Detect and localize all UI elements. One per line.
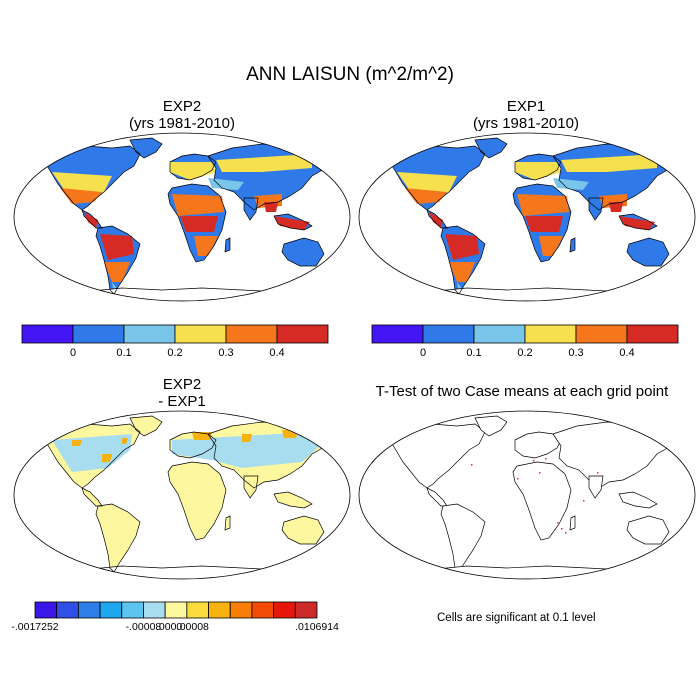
colorbar-box — [225, 324, 278, 344]
colorbar-box — [72, 324, 125, 344]
panel-title-ttest: T-Test of two Case means at each grid po… — [375, 383, 669, 400]
exp1-globe-border — [358, 132, 696, 302]
significant-cell — [545, 458, 547, 460]
colorbar-exp1-labels: 0 0.1 0.2 0.3 0.4 — [372, 347, 678, 361]
diff-title: EXP2 — [162, 376, 202, 393]
colorbar-box — [174, 324, 227, 344]
ttest-coastlines — [388, 415, 678, 579]
colorbar-tick-label: -.00008 — [125, 621, 162, 633]
exp1-subtitle: (yrs 1981-2010) — [473, 115, 579, 132]
colorbar-tick-label: .0000 — [156, 621, 183, 633]
colorbar-tick-label: 0.1 — [466, 347, 482, 359]
colorbar-box — [575, 324, 628, 344]
map-exp1 — [358, 132, 696, 302]
colorbar-box — [276, 324, 329, 344]
diff-subtitle: - EXP1 — [158, 393, 206, 410]
exp2-subtitle: (yrs 1981-2010) — [129, 115, 235, 132]
colorbar-box — [34, 601, 58, 619]
colorbar-box — [371, 324, 424, 344]
diff-globe-border — [13, 410, 351, 580]
colorbar-box — [294, 601, 318, 619]
colorbar-box — [143, 601, 166, 619]
significant-cell — [583, 500, 585, 502]
panel-title-exp2: EXP2 (yrs 1981-2010) — [92, 98, 272, 132]
map-exp2 — [13, 132, 351, 302]
map-ttest — [358, 410, 696, 580]
colorbar-box — [121, 601, 144, 619]
colorbar-tick-label: 0.4 — [269, 347, 285, 359]
colorbar-tick-label: 0 — [419, 347, 427, 359]
exp1-title: EXP1 — [506, 98, 546, 115]
colorbar-box — [422, 324, 475, 344]
colorbar-tick-label: 0.3 — [218, 347, 234, 359]
colorbar-diff — [34, 601, 318, 619]
colorbar-diff-labels: -.0017252 -.00008.0000.00008 .0106914 — [11, 621, 339, 635]
colorbar-tick-label: .0106914 — [295, 621, 339, 633]
significant-cell — [471, 464, 473, 466]
significance-note: Cells are significant at 0.1 level — [437, 612, 596, 624]
map-diff — [13, 410, 351, 580]
significant-cell — [517, 478, 519, 480]
colorbar-exp2 — [21, 324, 329, 344]
colorbar-tick-label: 0.2 — [167, 347, 183, 359]
main-title: ANN LAISUN (m^2/m^2) — [246, 64, 454, 85]
colorbar-box — [77, 601, 101, 619]
colorbar-exp2-labels: 0 0.1 0.2 0.3 0.4 — [22, 347, 328, 361]
colorbar-box — [524, 324, 577, 344]
colorbar-box — [251, 601, 275, 619]
panel-title-diff: EXP2 - EXP1 — [92, 376, 272, 410]
colorbar-box — [208, 601, 231, 619]
colorbar-box — [56, 601, 79, 619]
colorbar-tick-label: 0.2 — [517, 347, 533, 359]
colorbar-tick-label: 0.4 — [619, 347, 635, 359]
colorbar-box — [626, 324, 679, 344]
colorbar-box — [123, 324, 176, 344]
colorbar-tick-label: .00008 — [176, 621, 209, 633]
colorbar-box — [21, 324, 74, 344]
exp2-globe-border — [13, 132, 351, 302]
colorbar-exp1 — [371, 324, 679, 344]
colorbar-box — [473, 324, 526, 344]
significant-cell — [565, 532, 567, 534]
colorbar-tick-label: 0.3 — [568, 347, 584, 359]
colorbar-tick-label: 0.1 — [116, 347, 132, 359]
colorbar-tick-label: 0 — [69, 347, 77, 359]
significant-cell — [539, 472, 541, 474]
colorbar-box — [229, 601, 253, 619]
ttest-significant-cells — [471, 458, 599, 534]
colorbar-box — [99, 601, 123, 619]
exp2-title: EXP2 — [162, 98, 202, 115]
colorbar-box — [164, 601, 188, 619]
significant-cell — [557, 522, 559, 524]
colorbar-box — [186, 601, 209, 619]
colorbar-box — [273, 601, 296, 619]
significant-cell — [533, 460, 535, 462]
colorbar-tick-label: -.0017252 — [11, 621, 59, 633]
panel-title-exp1: EXP1 (yrs 1981-2010) — [436, 98, 616, 132]
significant-cell — [597, 472, 599, 474]
ttest-globe-border — [358, 410, 696, 580]
significant-cell — [561, 528, 563, 530]
